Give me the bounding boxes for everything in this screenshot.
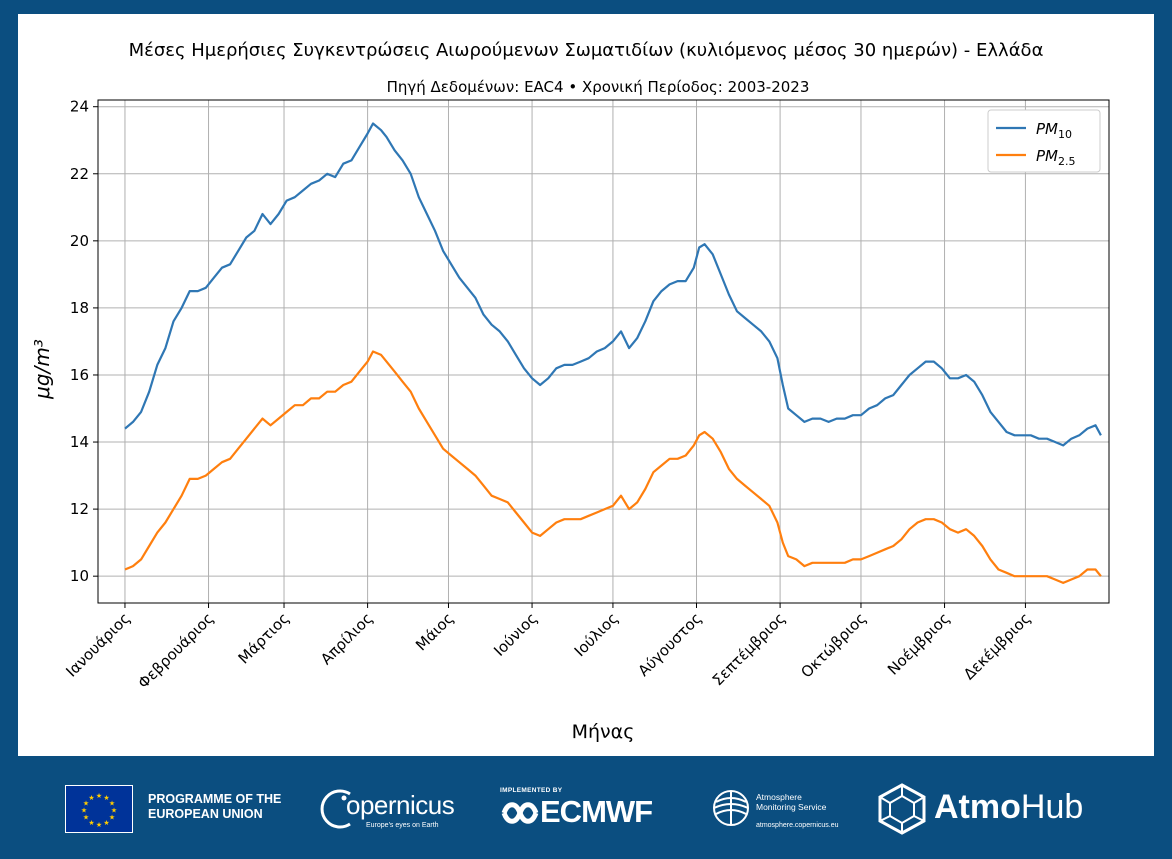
series-layer	[124, 122, 1102, 584]
eu-line-1: PROGRAMME OF THE	[148, 792, 282, 806]
cams-line-2: Monitoring Service	[756, 802, 827, 812]
copernicus-logo: opernicus Europe's eyes on Earth	[320, 786, 455, 834]
series-line-pm25	[124, 350, 1102, 584]
svg-text:★: ★	[81, 807, 87, 815]
x-axis-label: Μήνας	[572, 721, 635, 743]
x-tick-label: Φεβρουάριος	[134, 609, 217, 692]
copernicus-name: opernicus	[346, 790, 455, 820]
y-tick-label: 16	[70, 366, 89, 384]
cams-line-1: Atmosphere	[756, 792, 802, 802]
svg-text:★: ★	[96, 821, 102, 829]
x-tick-label: Μάρτιος	[235, 609, 293, 667]
x-tick-label: Ιούλιος	[571, 609, 622, 660]
y-axis: 10 12 14 16 18 20 22 24	[70, 98, 98, 585]
x-tick-label: Σεπτέμβριος	[709, 609, 789, 689]
y-tick-label: 18	[70, 299, 89, 317]
y-tick-label: 20	[70, 232, 89, 250]
eu-programme-logo: PROGRAMME OF THE EUROPEAN UNION	[148, 792, 281, 822]
copernicus-tagline: Europe's eyes on Earth	[366, 822, 439, 829]
svg-text:★: ★	[103, 794, 109, 802]
svg-text:★: ★	[111, 807, 117, 815]
svg-text:★: ★	[88, 794, 94, 802]
svg-text:★: ★	[109, 814, 115, 822]
atmohub-rest: Hub	[1020, 788, 1084, 826]
svg-text:★: ★	[109, 800, 115, 808]
y-tick-label: 24	[70, 98, 89, 116]
svg-text:★: ★	[83, 800, 89, 808]
x-tick-label: Ιανουάριος	[62, 609, 133, 680]
x-tick-label: Δεκέμβριος	[960, 609, 1034, 683]
cams-url: atmosphere.copernicus.eu	[756, 822, 839, 829]
y-tick-label: 12	[70, 500, 89, 518]
eu-flag-icon: ★ ★ ★ ★ ★ ★ ★ ★ ★ ★ ★ ★	[65, 785, 133, 833]
plot-area	[97, 99, 1110, 604]
grid-lines	[98, 100, 1109, 603]
ecmwf-logo: IMPLEMENTED BY ECMWF	[500, 784, 680, 834]
y-tick-label: 14	[70, 433, 89, 451]
atmohub-logo: AtmoHub	[876, 780, 1106, 838]
cams-logo: Atmosphere Monitoring Service atmosphere…	[708, 782, 868, 836]
y-axis-label: μg/m³	[30, 339, 54, 400]
cams-globe-icon	[713, 790, 749, 826]
svg-text:★: ★	[103, 819, 109, 827]
x-tick-label: Απρίλιος	[317, 609, 376, 668]
x-axis: Ιανουάριος Φεβρουάριος Μάρτιος Απρίλιος Μάιο…	[62, 603, 1034, 692]
svg-text:★: ★	[96, 792, 102, 800]
chart-panel: Μέσες Ημερήσιες Συγκεντρώσεις Αιωρούμενω…	[18, 14, 1154, 756]
svg-text:★: ★	[83, 814, 89, 822]
x-tick-label: Αύγουστος	[634, 609, 705, 680]
eu-line-2: EUROPEAN UNION	[148, 807, 263, 821]
legend-box	[987, 109, 1101, 173]
x-tick-label: Ιούνιος	[490, 609, 541, 660]
ecmwf-name: ECMWF	[540, 794, 653, 829]
line-chart: Μέσες Ημερήσιες Συγκεντρώσεις Αιωρούμενω…	[30, 40, 1110, 743]
series-line-pm10	[124, 122, 1102, 447]
ecmwf-implemented-by: IMPLEMENTED BY	[500, 787, 563, 794]
ecmwf-wave-icon	[501, 802, 539, 824]
x-tick-label: Οκτώβριος	[797, 609, 869, 681]
chart-subtitle: Πηγή Δεδομένων: EAC4 • Χρονική Περίοδος:…	[387, 78, 810, 96]
y-tick-label: 22	[70, 165, 89, 183]
x-tick-label: Νοέμβριος	[884, 609, 953, 678]
atmohub-hexagon-icon	[878, 783, 926, 835]
y-tick-label: 10	[70, 567, 89, 585]
chart-title: Μέσες Ημερήσιες Συγκεντρώσεις Αιωρούμενω…	[129, 40, 1044, 61]
atmohub-bold: Atmo	[934, 788, 1021, 826]
footer-logos: ★ ★ ★ ★ ★ ★ ★ ★ ★ ★ ★ ★ PROGRAMME OF THE EUROPEA…	[0, 756, 1172, 859]
svg-text:★: ★	[88, 819, 94, 827]
x-tick-label: Μάιος	[412, 609, 457, 654]
